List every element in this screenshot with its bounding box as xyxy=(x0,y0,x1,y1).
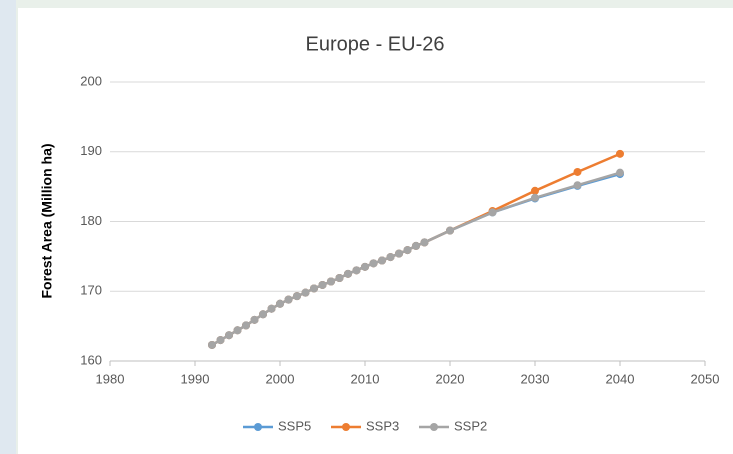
marker xyxy=(412,241,420,250)
y-tick-label: 190 xyxy=(80,143,102,158)
y-axis-label: Forest Area (Million ha) xyxy=(39,143,55,298)
legend-label: SSP5 xyxy=(278,418,311,433)
marker xyxy=(531,186,539,195)
marker xyxy=(616,168,624,177)
marker xyxy=(420,238,429,247)
legend-marker xyxy=(430,423,438,431)
y-tick-label: 170 xyxy=(80,283,102,298)
marker xyxy=(395,249,403,258)
x-tick-label: 2020 xyxy=(436,371,465,386)
marker xyxy=(446,226,454,235)
chart-area xyxy=(18,8,733,454)
x-tick-label: 1990 xyxy=(181,371,210,386)
marker xyxy=(208,340,216,349)
marker xyxy=(233,326,242,335)
y-tick-label: 180 xyxy=(80,213,102,228)
marker xyxy=(488,208,497,217)
marker xyxy=(310,284,318,293)
marker xyxy=(386,253,395,262)
x-tick-label: 2000 xyxy=(266,371,295,386)
marker xyxy=(573,181,582,190)
marker xyxy=(361,262,369,271)
y-tick-label: 160 xyxy=(80,352,102,367)
legend-marker xyxy=(342,423,350,431)
marker xyxy=(335,273,344,282)
marker xyxy=(327,277,335,286)
marker xyxy=(369,259,378,268)
legend-label: SSP3 xyxy=(366,418,399,433)
marker xyxy=(318,280,327,289)
chart-title: Europe - EU-26 xyxy=(306,33,445,55)
marker xyxy=(216,336,225,345)
marker xyxy=(284,295,293,304)
marker xyxy=(250,315,259,324)
marker xyxy=(531,193,539,202)
x-tick-label: 2040 xyxy=(606,371,635,386)
y-tick-label: 200 xyxy=(80,73,102,88)
marker xyxy=(225,331,233,340)
x-tick-label: 2050 xyxy=(691,371,720,386)
marker xyxy=(259,310,267,319)
legend-marker xyxy=(254,423,262,431)
x-tick-label: 2030 xyxy=(521,371,550,386)
x-tick-label: 1980 xyxy=(96,371,125,386)
marker xyxy=(378,256,386,265)
marker xyxy=(267,304,276,313)
marker xyxy=(352,266,361,275)
marker xyxy=(242,321,250,330)
marker xyxy=(301,288,310,297)
marker xyxy=(403,246,412,255)
legend-label: SSP2 xyxy=(454,418,487,433)
marker xyxy=(276,299,284,308)
marker xyxy=(573,167,582,176)
x-tick-label: 2010 xyxy=(351,371,380,386)
marker xyxy=(293,292,301,301)
marker xyxy=(344,269,352,278)
frame-edge xyxy=(0,0,16,454)
marker xyxy=(616,149,624,158)
